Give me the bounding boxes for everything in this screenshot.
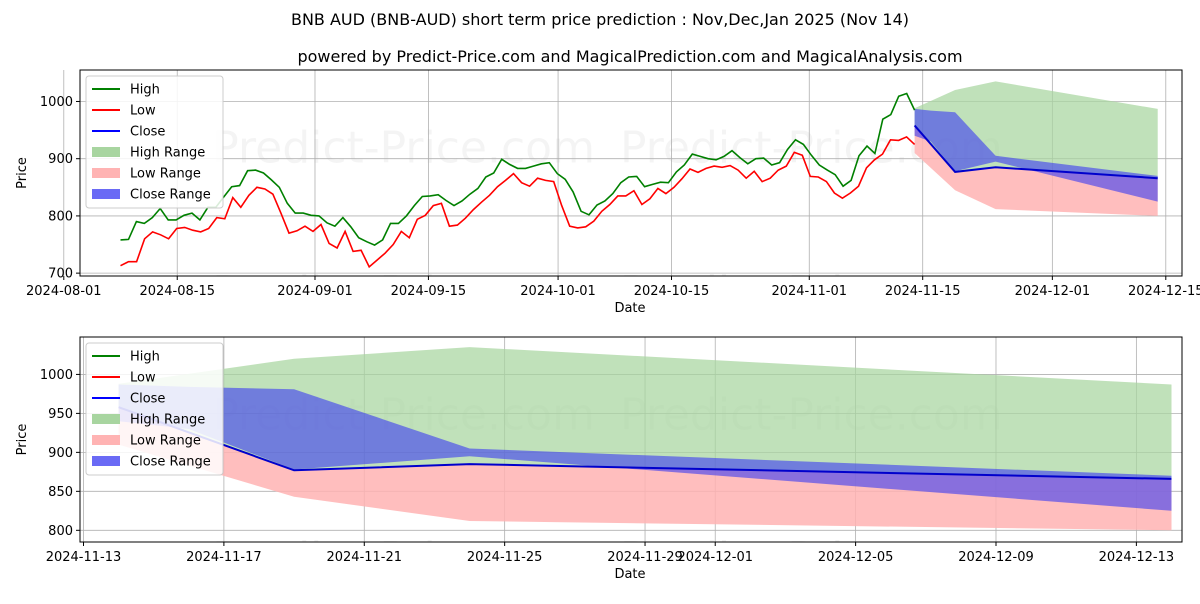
legend-swatch-high-range — [92, 147, 120, 157]
close-range-band — [914, 108, 1158, 202]
x-tick-label: 2024-12-15 — [1128, 284, 1200, 299]
y-tick-label: 1000 — [40, 95, 73, 110]
y-tick-label: 950 — [48, 407, 73, 422]
x-tick-label: 2024-12-09 — [958, 550, 1034, 565]
close-forecast-line — [913, 124, 1158, 180]
watermark-text: Predict-Price.com — [212, 267, 595, 318]
legend-label: Close Range — [130, 188, 211, 203]
y-tick-label: 900 — [48, 446, 73, 461]
plot-area — [118, 347, 1172, 531]
high-series-line — [120, 92, 916, 247]
x-axis-label: Date — [614, 567, 645, 582]
legend: High Low Close High Range Low Range Close Ran… — [85, 75, 224, 209]
legend-label: High Range — [130, 413, 205, 428]
x-axis-label: Date — [614, 301, 645, 316]
watermark-text: Predict-Price.com — [620, 267, 1003, 318]
legend-label: High — [130, 350, 160, 365]
x-tick-label: 2024-12-13 — [1099, 550, 1175, 565]
legend-swatch-close-range — [92, 456, 120, 466]
plot-area — [120, 81, 1158, 269]
y-tick-label: 800 — [48, 209, 73, 224]
x-tick-label: 2024-12-01 — [1015, 284, 1091, 299]
x-tick-label: 2024-10-01 — [520, 284, 596, 299]
y-tick-label: 700 — [48, 267, 73, 282]
legend-swatch-close-range — [92, 189, 120, 199]
legend-swatch-low-range — [92, 435, 120, 445]
axes-frame — [79, 336, 1183, 543]
x-tick-label: 2024-11-13 — [46, 550, 122, 565]
y-tick-label: 1000 — [40, 368, 73, 383]
x-tick-label: 2024-09-15 — [391, 284, 467, 299]
legend-label: Low Range — [130, 434, 201, 449]
x-tick-label: 2024-10-15 — [634, 284, 710, 299]
x-tick-label: 2024-11-25 — [467, 550, 543, 565]
axes-frame — [79, 69, 1183, 277]
legend: High Low Close High Range Low Range Close Ran… — [85, 342, 224, 476]
full-history-panel: Predict-Price.com Predict-Price.com Predic… — [15, 69, 1200, 318]
y-tick-label: 850 — [48, 485, 73, 500]
legend-label: Close Range — [130, 455, 211, 470]
watermark-text: Predict-Price.com — [212, 533, 595, 584]
legend-label: High — [130, 83, 160, 98]
legend-label: High Range — [130, 146, 205, 161]
chart-title: BNB AUD (BNB-AUD) short term price predi… — [291, 10, 909, 29]
legend-label: Low — [130, 371, 156, 386]
legend-label: Close — [130, 125, 165, 140]
low-series-line — [120, 135, 916, 269]
x-tick-label: 2024-08-15 — [139, 284, 215, 299]
tick-labels: 2024-11-13 2024-11-17 2024-11-21 2024-11-25… — [40, 368, 1174, 565]
watermark-text: Predict-Price.com — [620, 533, 1003, 584]
x-tick-label: 2024-11-21 — [326, 550, 402, 565]
legend-box — [85, 75, 224, 209]
legend-swatch-low-range — [92, 168, 120, 178]
legend-swatch-high-range — [92, 414, 120, 424]
legend-box — [85, 342, 224, 476]
x-tick-label: 2024-09-01 — [277, 284, 353, 299]
x-tick-label: 2024-11-15 — [885, 284, 961, 299]
y-axis-label: Price — [15, 157, 30, 189]
x-tick-label: 2024-11-29 — [607, 550, 683, 565]
x-tick-label: 2024-12-01 — [677, 550, 753, 565]
legend-label: Close — [130, 392, 165, 407]
tick-labels: 2024-08-01 2024-08-15 2024-09-01 2024-09-15… — [26, 95, 1200, 299]
y-tick-label: 900 — [48, 152, 73, 167]
x-tick-label: 2024-12-05 — [818, 550, 894, 565]
close-range-band — [118, 384, 1172, 511]
x-tick-label: 2024-08-01 — [26, 284, 102, 299]
y-tick-label: 800 — [48, 524, 73, 539]
legend-label: Low Range — [130, 167, 201, 182]
forecast-zoom-panel: Predict-Price.comPredict-Price.comPredic… — [15, 336, 1183, 584]
watermark-text: Predict-Price.com — [212, 123, 595, 174]
legend-label: Low — [130, 104, 156, 119]
chart-subtitle: powered by Predict-Price.com and Magical… — [297, 47, 962, 66]
x-tick-label: 2024-11-17 — [186, 550, 262, 565]
x-tick-label: 2024-11-01 — [771, 284, 847, 299]
y-axis-label: Price — [15, 424, 30, 456]
